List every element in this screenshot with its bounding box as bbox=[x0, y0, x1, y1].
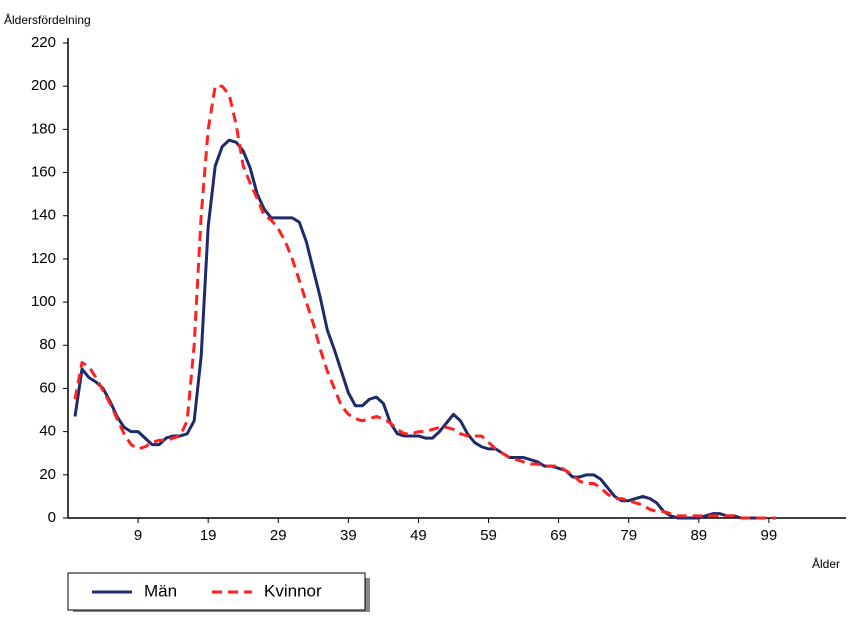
y-tick-label: 40 bbox=[39, 423, 56, 440]
x-tick-label: 29 bbox=[270, 527, 287, 544]
y-tick-label: 120 bbox=[31, 250, 56, 267]
y-tick-label: 80 bbox=[39, 336, 56, 353]
y-tick-label: 160 bbox=[31, 164, 56, 181]
y-tick-label: 200 bbox=[31, 77, 56, 94]
y-tick-label: 20 bbox=[39, 466, 56, 483]
x-tick-label: 19 bbox=[200, 527, 217, 544]
y-tick-label: 60 bbox=[39, 379, 56, 396]
x-tick-label: 59 bbox=[480, 527, 497, 544]
y-tick-label: 0 bbox=[48, 509, 56, 526]
y-tick-label: 140 bbox=[31, 207, 56, 224]
legend-label: Kvinnor bbox=[264, 581, 322, 600]
x-axis-label: Ålder bbox=[812, 556, 840, 571]
series-line bbox=[73, 138, 762, 520]
x-tick-label: 69 bbox=[550, 527, 567, 544]
y-tick-label: 220 bbox=[31, 34, 56, 51]
x-tick-label: 39 bbox=[340, 527, 357, 544]
series-line bbox=[73, 84, 776, 520]
x-tick-label: 49 bbox=[410, 527, 427, 544]
x-tick-label: 79 bbox=[620, 527, 637, 544]
x-tick-label: 89 bbox=[690, 527, 707, 544]
x-tick-label: 99 bbox=[761, 527, 778, 544]
y-tick-label: 180 bbox=[31, 120, 56, 137]
legend-label: Män bbox=[144, 581, 177, 600]
chart-title: Åldersfördelning bbox=[4, 12, 91, 27]
y-tick-label: 100 bbox=[31, 293, 56, 310]
x-tick-label: 9 bbox=[134, 527, 142, 544]
